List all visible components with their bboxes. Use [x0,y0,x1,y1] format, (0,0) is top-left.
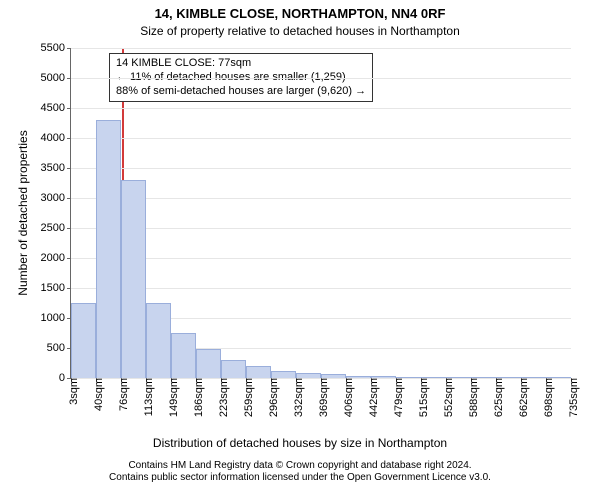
gridline [71,78,571,79]
x-tick-label: 3sqm [62,378,80,405]
footer-line2: Contains public sector information licen… [0,472,600,484]
footer-line1: Contains HM Land Registry data © Crown c… [0,460,600,472]
y-tick-label: 5000 [41,72,71,84]
y-tick-label: 3500 [41,162,71,174]
x-tick-label: 296sqm [262,378,280,417]
y-tick-label: 1000 [41,312,71,324]
gridline [71,288,571,289]
histogram-bar [246,366,271,378]
chart-container: 14, KIMBLE CLOSE, NORTHAMPTON, NN4 0RF S… [0,0,600,500]
gridline [71,258,571,259]
histogram-bar [121,180,146,378]
x-tick-label: 698sqm [537,378,555,417]
x-tick-label: 76sqm [112,378,130,411]
plot-area: 14 KIMBLE CLOSE: 77sqm ← 11% of detached… [70,48,571,379]
x-tick-label: 479sqm [387,378,405,417]
x-tick-label: 259sqm [237,378,255,417]
x-tick-label: 406sqm [337,378,355,417]
x-tick-label: 223sqm [212,378,230,417]
x-tick-label: 442sqm [362,378,380,417]
gridline [71,138,571,139]
histogram-bar [96,120,121,378]
x-tick-label: 625sqm [487,378,505,417]
annotation-line1: 14 KIMBLE CLOSE: 77sqm [116,57,366,71]
y-tick-label: 2500 [41,222,71,234]
gridline [71,198,571,199]
x-tick-label: 113sqm [137,378,155,416]
y-tick-label: 4000 [41,132,71,144]
x-tick-label: 149sqm [162,378,180,417]
histogram-bar [271,371,296,378]
x-tick-label: 588sqm [462,378,480,417]
gridline [71,108,571,109]
y-tick-label: 4500 [41,102,71,114]
x-tick-label: 735sqm [562,378,580,417]
y-tick-label: 5500 [41,42,71,54]
x-tick-label: 552sqm [437,378,455,417]
x-tick-label: 186sqm [187,378,205,417]
footer-attribution: Contains HM Land Registry data © Crown c… [0,460,600,484]
annotation-line3: 88% of semi-detached houses are larger (… [116,85,366,99]
chart-title-line2: Size of property relative to detached ho… [0,24,600,38]
x-tick-label: 515sqm [412,378,430,417]
gridline [71,228,571,229]
y-tick-label: 2000 [41,252,71,264]
histogram-bar [171,333,196,378]
histogram-bar [221,360,246,378]
histogram-bar [146,303,171,378]
x-tick-label: 332sqm [287,378,305,417]
histogram-bar [196,349,221,378]
x-tick-label: 662sqm [512,378,530,417]
chart-title-line1: 14, KIMBLE CLOSE, NORTHAMPTON, NN4 0RF [0,6,600,21]
x-tick-label: 369sqm [312,378,330,417]
gridline [71,168,571,169]
gridline [71,48,571,49]
histogram-bar [71,303,96,378]
y-tick-label: 1500 [41,282,71,294]
y-tick-label: 500 [47,342,71,354]
x-tick-label: 40sqm [87,378,105,411]
x-axis-label: Distribution of detached houses by size … [0,436,600,450]
y-axis-label: Number of detached properties [16,48,30,378]
y-tick-label: 3000 [41,192,71,204]
